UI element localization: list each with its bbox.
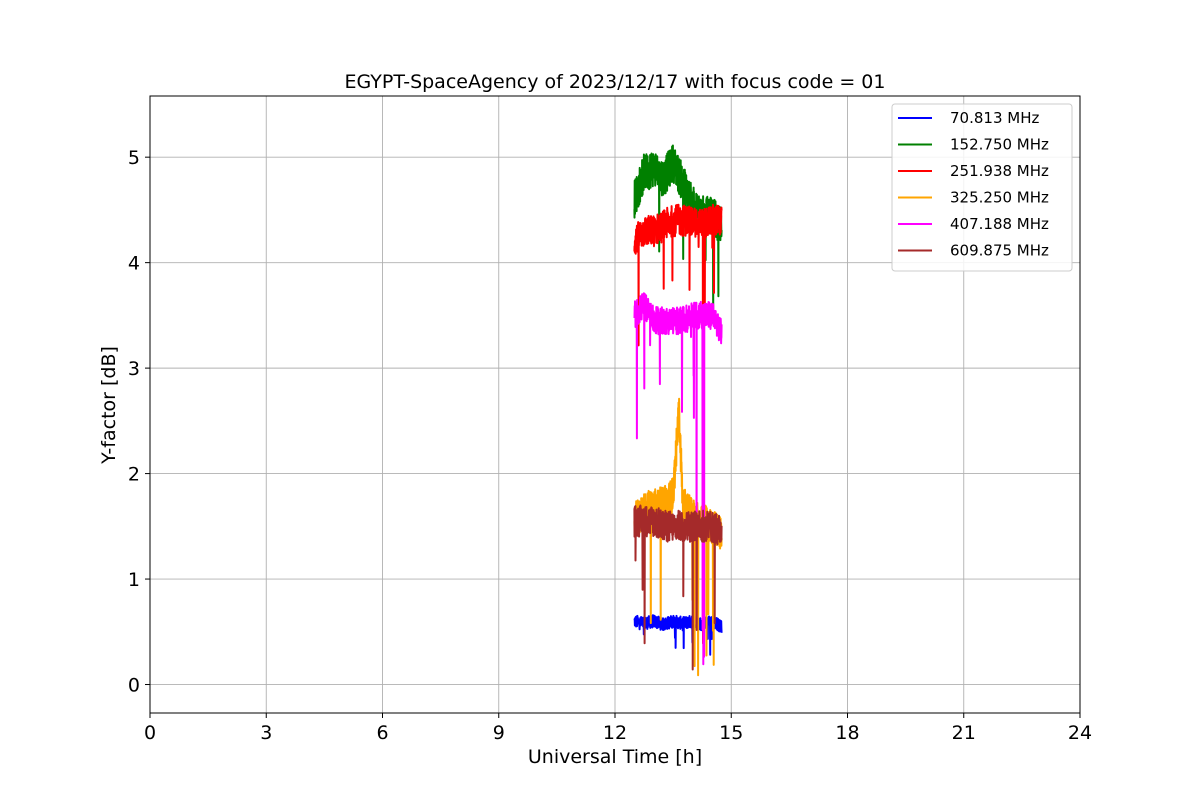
y-tick-label: 4	[128, 253, 140, 275]
legend-label: 152.750 MHz	[950, 136, 1049, 154]
legend-label: 407.188 MHz	[950, 215, 1049, 233]
legend-label: 251.938 MHz	[950, 162, 1049, 180]
x-tick-label: 6	[376, 722, 388, 744]
x-tick-label: 24	[1068, 722, 1092, 744]
legend-label: 70.813 MHz	[950, 109, 1039, 127]
chart-title: EGYPT-SpaceAgency of 2023/12/17 with foc…	[345, 71, 886, 93]
grid	[149, 96, 1081, 713]
y-tick-label: 3	[128, 358, 140, 380]
y-axis-label: Y-factor [dB]	[98, 346, 120, 465]
y-tick-label: 2	[128, 464, 140, 486]
legend-frame	[891, 103, 1073, 272]
x-axis: 0 3 6 9 12 15 18 21 24	[144, 713, 1092, 744]
y-axis: 0 1 2 3 4 5	[128, 147, 150, 697]
series-layer	[633, 144, 723, 677]
x-tick-label: 15	[719, 722, 743, 744]
x-tick-label: 0	[144, 722, 156, 744]
legend-label: 325.250 MHz	[950, 189, 1049, 207]
series-line	[633, 203, 723, 645]
x-tick-label: 21	[952, 722, 976, 744]
series-line	[633, 292, 723, 666]
y-tick-label: 1	[128, 569, 140, 591]
x-tick-label: 12	[603, 722, 627, 744]
x-tick-label: 18	[835, 722, 859, 744]
x-axis-label: Universal Time [h]	[528, 746, 702, 768]
y-tick-label: 0	[128, 675, 140, 697]
series-line	[633, 504, 723, 671]
x-tick-label: 9	[493, 722, 505, 744]
legend-label: 609.875 MHz	[950, 242, 1049, 260]
legend: 70.813 MHz 152.750 MHz 251.938 MHz 325.250 …	[891, 103, 1073, 272]
y-tick-label: 5	[128, 147, 140, 169]
x-tick-label: 3	[260, 722, 272, 744]
